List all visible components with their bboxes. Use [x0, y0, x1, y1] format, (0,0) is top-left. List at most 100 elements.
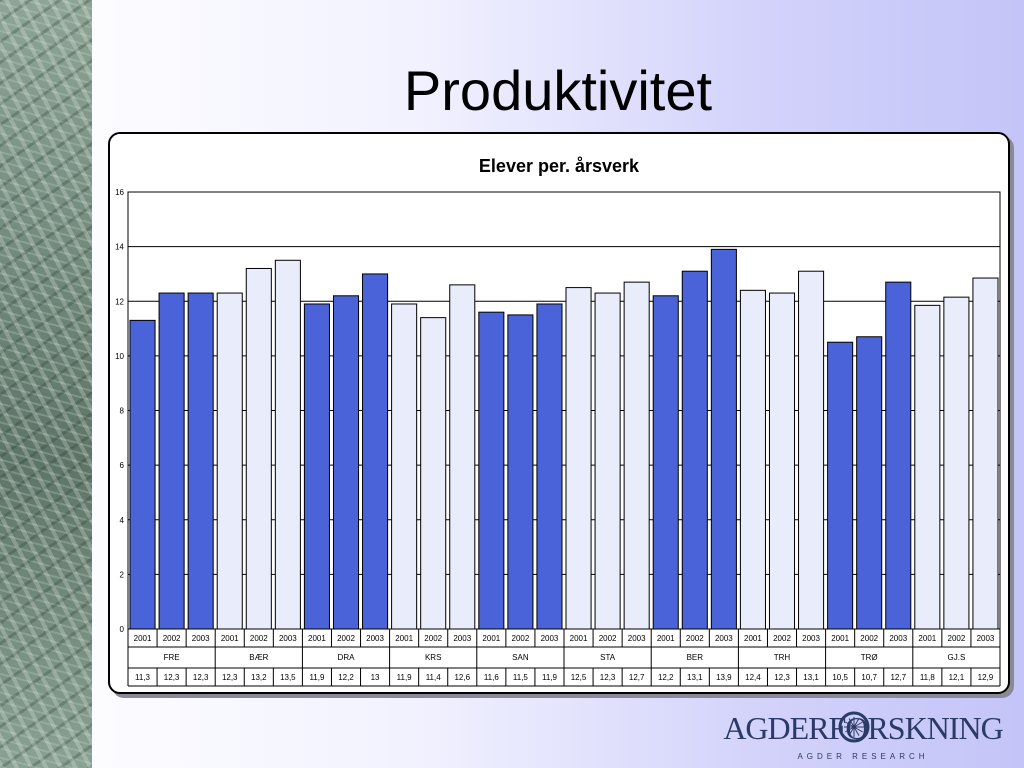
x-tick-label: 2002 — [599, 634, 617, 643]
x-tick-label: 2001 — [134, 634, 152, 643]
data-label: 12,3 — [600, 673, 616, 682]
data-label: 13,5 — [280, 673, 296, 682]
x-tick-label: 2002 — [250, 634, 268, 643]
data-label: 12,3 — [193, 673, 209, 682]
bar — [623, 281, 650, 630]
data-label: 11,4 — [426, 673, 442, 682]
data-label: 12,3 — [164, 673, 180, 682]
bar-chart: 0 2 4 6 8 10 12 14 16 2001 11,3 2002 12,3 2003 12,3 200… — [115, 188, 1001, 687]
data-label: 10,7 — [861, 673, 877, 682]
bar — [681, 270, 708, 630]
data-label: 12,9 — [978, 673, 994, 682]
bar — [739, 289, 766, 630]
bar — [332, 295, 360, 630]
data-label: 11,9 — [397, 673, 413, 682]
x-tick-label: 2002 — [948, 634, 966, 643]
bar — [274, 259, 301, 630]
x-tick-label: 2001 — [744, 634, 762, 643]
bar — [129, 319, 156, 630]
slide-title: Produktivitet — [403, 59, 713, 122]
data-label: 12,2 — [658, 673, 674, 682]
x-tick-label: 2002 — [686, 634, 704, 643]
x-tick-label: 2003 — [628, 634, 646, 643]
x-tick-label: 2001 — [221, 634, 239, 643]
x-tick-label: 2003 — [715, 634, 733, 643]
data-label: 11,9 — [542, 673, 558, 682]
x-tick-label: 2001 — [308, 634, 326, 643]
data-label: 13,1 — [803, 673, 819, 682]
x-tick-label: 2003 — [977, 634, 995, 643]
bar — [768, 292, 796, 630]
data-label: 13,1 — [687, 673, 703, 682]
bar — [710, 248, 737, 630]
bar — [478, 311, 505, 630]
x-tick-label: 2002 — [163, 634, 181, 643]
data-label: 12,5 — [571, 673, 587, 682]
bar — [827, 341, 854, 630]
bar — [391, 303, 418, 630]
y-tick-label: 16 — [115, 188, 124, 197]
x-tick-label: 2002 — [860, 634, 878, 643]
x-tick-label: 2003 — [279, 634, 297, 643]
x-tick-label: 2002 — [773, 634, 791, 643]
data-label: 11,8 — [920, 673, 936, 682]
bar — [187, 292, 214, 630]
data-label: 12,7 — [629, 673, 645, 682]
group-label: FRE — [164, 653, 180, 662]
data-label: 12,2 — [338, 673, 354, 682]
group-label: BER — [687, 653, 704, 662]
group-label: SAN — [512, 653, 529, 662]
x-tick-label: 2003 — [541, 634, 559, 643]
data-label: 12,6 — [454, 673, 470, 682]
x-tick-label: 2001 — [657, 634, 675, 643]
bar — [943, 296, 970, 630]
data-label: 11,9 — [309, 673, 325, 682]
x-tick-label: 2003 — [802, 634, 820, 643]
group-label: STA — [600, 653, 616, 662]
group-label: GJ.S — [948, 653, 966, 662]
data-label: 12,4 — [745, 673, 761, 682]
y-tick-label: 14 — [115, 243, 124, 252]
x-tick-label: 2001 — [570, 634, 588, 643]
data-label: 12,1 — [949, 673, 965, 682]
group-label: TRØ — [861, 653, 878, 662]
x-tick-label: 2002 — [512, 634, 530, 643]
data-label: 11,5 — [513, 673, 529, 682]
chart-container: Elever per. årsverk 0 2 4 6 8 10 12 14 16 2001 11,… — [108, 132, 1010, 694]
data-label: 12,7 — [890, 673, 906, 682]
y-tick-label: 4 — [120, 516, 125, 525]
bar — [507, 314, 534, 630]
data-label: 12,3 — [222, 673, 238, 682]
bar — [885, 281, 912, 630]
bar — [449, 284, 476, 630]
x-tick-label: 2003 — [366, 634, 384, 643]
y-tick-label: 10 — [115, 352, 124, 361]
bar — [536, 303, 563, 630]
x-tick-label: 2002 — [337, 634, 355, 643]
x-tick-label: 2001 — [918, 634, 936, 643]
data-label: 13,2 — [251, 673, 267, 682]
y-tick-label: 8 — [120, 407, 125, 416]
bar — [216, 292, 243, 630]
logo-compass-icon — [838, 711, 870, 743]
bar — [594, 292, 621, 630]
data-label: 11,3 — [135, 673, 151, 682]
data-label: 13 — [371, 673, 380, 682]
y-tick-label: 0 — [120, 625, 125, 634]
decorative-side-strip — [0, 0, 92, 768]
bar — [972, 277, 999, 630]
data-label: 11,6 — [484, 673, 500, 682]
x-tick-label: 2003 — [192, 634, 210, 643]
x-tick-label: 2003 — [889, 634, 907, 643]
bar — [856, 336, 883, 630]
group-label: TRH — [774, 653, 791, 662]
bar — [798, 270, 825, 630]
x-tick-label: 2001 — [831, 634, 849, 643]
data-label: 10,5 — [832, 673, 848, 682]
bar — [420, 317, 447, 630]
bar — [565, 287, 592, 630]
bar — [303, 303, 330, 630]
y-tick-label: 12 — [115, 297, 124, 306]
x-tick-label: 2001 — [395, 634, 413, 643]
y-tick-label: 2 — [120, 570, 125, 579]
